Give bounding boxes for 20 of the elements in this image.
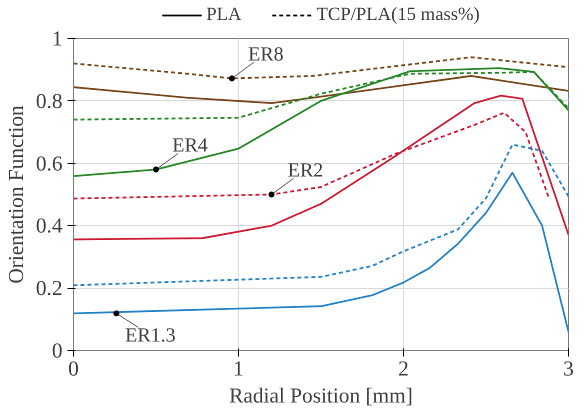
y-tick-label: 0 <box>52 338 63 362</box>
legend-label: TCP/PLA(15 mass%) <box>316 4 480 26</box>
x-axis-title: Radial Position [mm] <box>229 384 413 408</box>
annotation: ER1.3 <box>125 324 176 346</box>
annotation: ER4 <box>172 134 208 157</box>
annotation: ER2 <box>288 160 324 182</box>
y-axis-title: Orientation Function <box>4 105 28 284</box>
y-tick-label: 0.8 <box>36 88 63 113</box>
y-tick-label: 0.6 <box>36 151 63 176</box>
y-tick-label: 0.2 <box>36 276 63 300</box>
x-tick-label: 2 <box>398 356 409 380</box>
y-tick-label: 0.4 <box>36 214 63 238</box>
x-tick-label: 1 <box>233 356 244 380</box>
legend-label: PLA <box>206 4 242 26</box>
x-tick-label: 3 <box>563 356 574 380</box>
line-series <box>74 94 568 240</box>
x-tick-label: 0 <box>68 356 79 380</box>
y-tick-label: 1 <box>52 26 63 50</box>
annotation: ER8 <box>248 43 284 66</box>
line-series <box>74 75 568 104</box>
